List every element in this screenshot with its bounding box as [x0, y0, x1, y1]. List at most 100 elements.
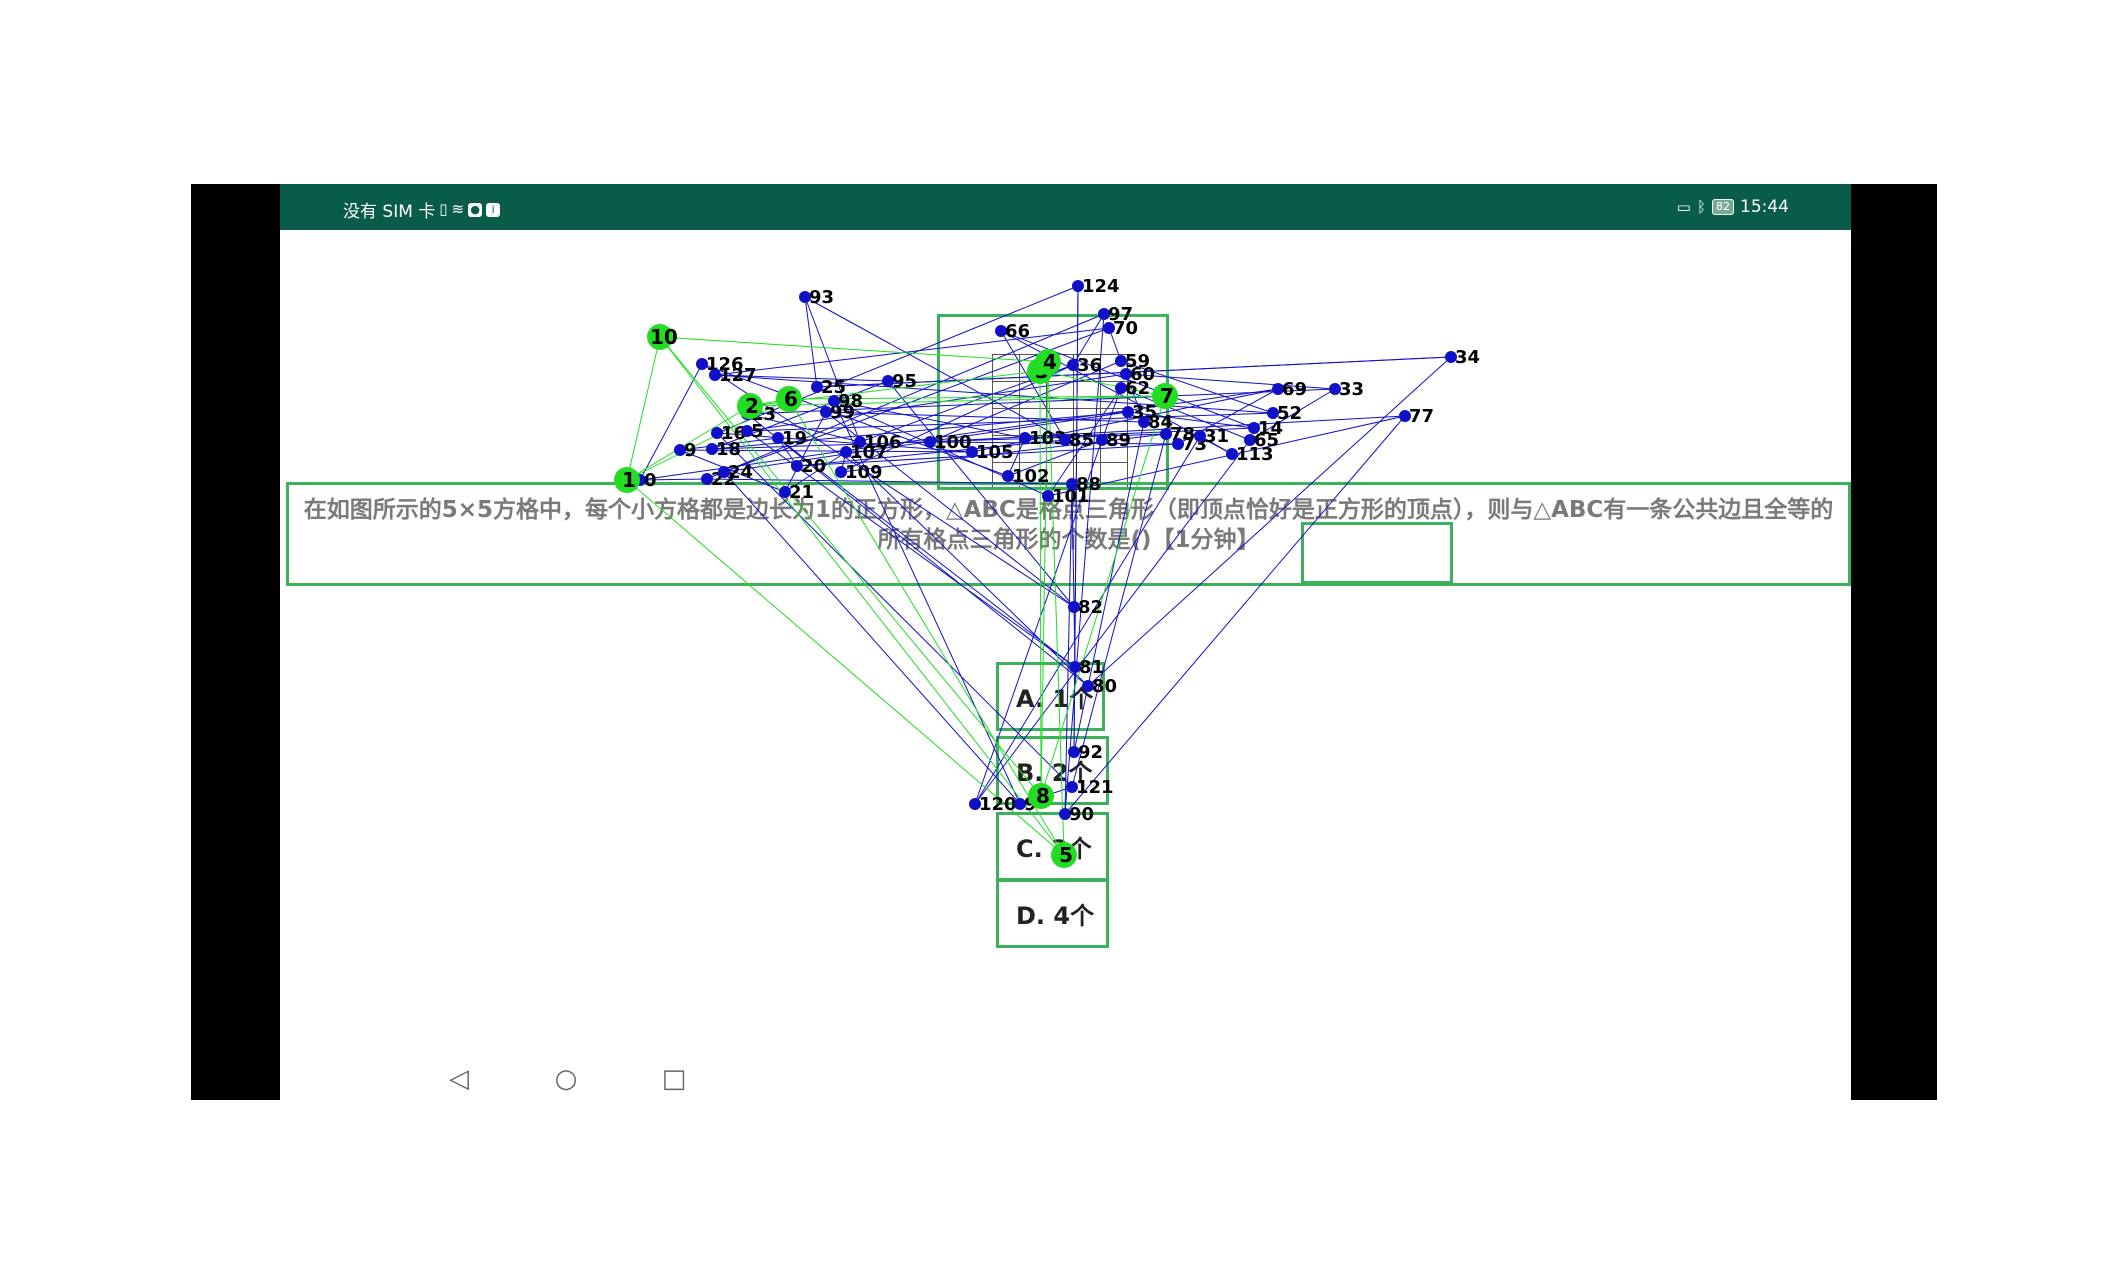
blue-marker-label: 66 [1005, 321, 1030, 342]
blue-connector-line [1064, 483, 1073, 815]
blue-marker-label: 31 [1204, 426, 1229, 447]
blue-connector-line [1071, 433, 1167, 788]
navigation-bar: ◁ ○ □ [280, 1059, 1851, 1100]
green-connector-line [1039, 370, 1166, 397]
blue-marker-label: 33 [1339, 379, 1364, 400]
blue-connector-line [716, 285, 1079, 434]
blue-marker-dot [1122, 406, 1134, 418]
notification-icon: i [486, 202, 501, 217]
blue-marker-label: 82 [1078, 597, 1103, 618]
blue-connector-line [1047, 387, 1122, 497]
blue-marker-label: 62 [1125, 378, 1150, 399]
blue-marker-label: 95 [892, 371, 917, 392]
blue-connector-line [804, 296, 1066, 441]
blue-marker-dot [1138, 416, 1150, 428]
blue-connector-line [1000, 330, 1066, 441]
blue-marker-label: 16 [721, 423, 746, 444]
blue-connector-line [1007, 437, 1026, 477]
blue-connector-line [679, 449, 973, 453]
blue-marker-label: 105 [976, 442, 1014, 463]
status-right: ▭ ᛒ 82 15:44 [1677, 197, 1789, 217]
blue-marker-label: 92 [1078, 742, 1103, 763]
blue-marker-label: 102 [1012, 466, 1050, 487]
blue-marker-dot [1226, 448, 1238, 460]
blue-marker-label: 14 [1258, 418, 1283, 439]
blue-marker-dot [709, 369, 721, 381]
blue-marker-label: 34 [1455, 347, 1480, 368]
app-notification-icon: ● [468, 202, 483, 217]
blue-marker-dot [706, 443, 718, 455]
green-marker-label: 7 [1160, 384, 1174, 408]
blue-connector-line [887, 380, 1075, 608]
cast-icon: ▭ [1676, 197, 1691, 216]
blue-marker-dot [1103, 322, 1115, 334]
blue-connector-line [840, 433, 1167, 473]
blue-marker-label: 19 [782, 428, 807, 449]
blue-marker-dot [1115, 355, 1127, 367]
blue-marker-label: 36 [1077, 355, 1102, 376]
blue-marker-label: 18 [716, 439, 741, 460]
blue-marker-label: 59 [1125, 351, 1150, 372]
blue-marker-dot [828, 395, 840, 407]
blue-marker-dot [1072, 280, 1084, 292]
blue-marker-dot [1014, 798, 1026, 810]
green-connector-line [1047, 361, 1065, 856]
blue-marker-label: 24 [728, 462, 753, 483]
blue-marker-dot [1059, 808, 1071, 820]
blue-marker-label: 22 [711, 469, 736, 490]
blue-connector-line [679, 437, 779, 451]
blue-marker-dot [772, 432, 784, 444]
blue-marker-dot [711, 427, 723, 439]
green-connector-line [1040, 395, 1166, 797]
green-connector-line [626, 336, 661, 481]
blue-marker-dot [696, 358, 708, 370]
blue-marker-label: 9 [684, 440, 697, 461]
green-marker-label: 1 [622, 468, 636, 492]
blue-marker-dot [1160, 428, 1172, 440]
blue-marker-dot [1172, 438, 1184, 450]
blue-marker-label: 69 [1282, 379, 1307, 400]
blue-marker-label: 80 [1092, 676, 1117, 697]
blue-marker-dot [1067, 359, 1079, 371]
green-connector-line [659, 336, 1065, 856]
blue-marker-dot [1272, 383, 1284, 395]
blue-marker-dot [854, 436, 866, 448]
option-d[interactable]: D. 4个 [996, 879, 1109, 948]
green-connector-line [788, 398, 1065, 856]
recent-apps-icon[interactable]: □ [661, 1064, 687, 1094]
blue-connector-line [746, 388, 1336, 415]
green-marker-dot [1035, 349, 1061, 375]
blue-marker-dot [674, 444, 686, 456]
blue-connector-line [777, 437, 1076, 668]
blue-connector-line [639, 478, 708, 481]
blue-marker-dot [1445, 351, 1457, 363]
battery-icon: 82 [1712, 199, 1734, 215]
blue-connector-line [711, 380, 889, 450]
option-a[interactable]: A. 1个 [996, 662, 1105, 731]
back-icon[interactable]: ◁ [449, 1064, 469, 1094]
blue-connector-line [701, 363, 1009, 477]
blue-connector-line [746, 430, 1076, 668]
blue-connector-line [796, 443, 1179, 467]
green-marker-dot [776, 386, 802, 412]
blue-connector-line [816, 356, 1452, 388]
blue-marker-dot [811, 381, 823, 393]
blue-marker-dot [779, 486, 791, 498]
blue-marker-dot [1002, 470, 1014, 482]
blue-marker-dot [1267, 407, 1279, 419]
blue-marker-dot [1399, 410, 1411, 422]
blue-marker-dot [1059, 434, 1071, 446]
blue-connector-line [974, 435, 1201, 805]
green-connector-line [659, 336, 1042, 797]
blue-connector-line [746, 413, 861, 443]
blue-marker-dot [1068, 746, 1080, 758]
status-bar: 没有 SIM 卡 ▯ ≋ ● i ▭ ᛒ 82 15:44 [280, 184, 1851, 230]
blue-marker-dot [1066, 478, 1078, 490]
blue-marker-label: 106 [864, 432, 902, 453]
blue-marker-label: 97 [1108, 304, 1133, 325]
blue-marker-label: 90 [1069, 804, 1094, 825]
blue-marker-dot [1096, 434, 1108, 446]
home-icon[interactable]: ○ [554, 1064, 578, 1094]
